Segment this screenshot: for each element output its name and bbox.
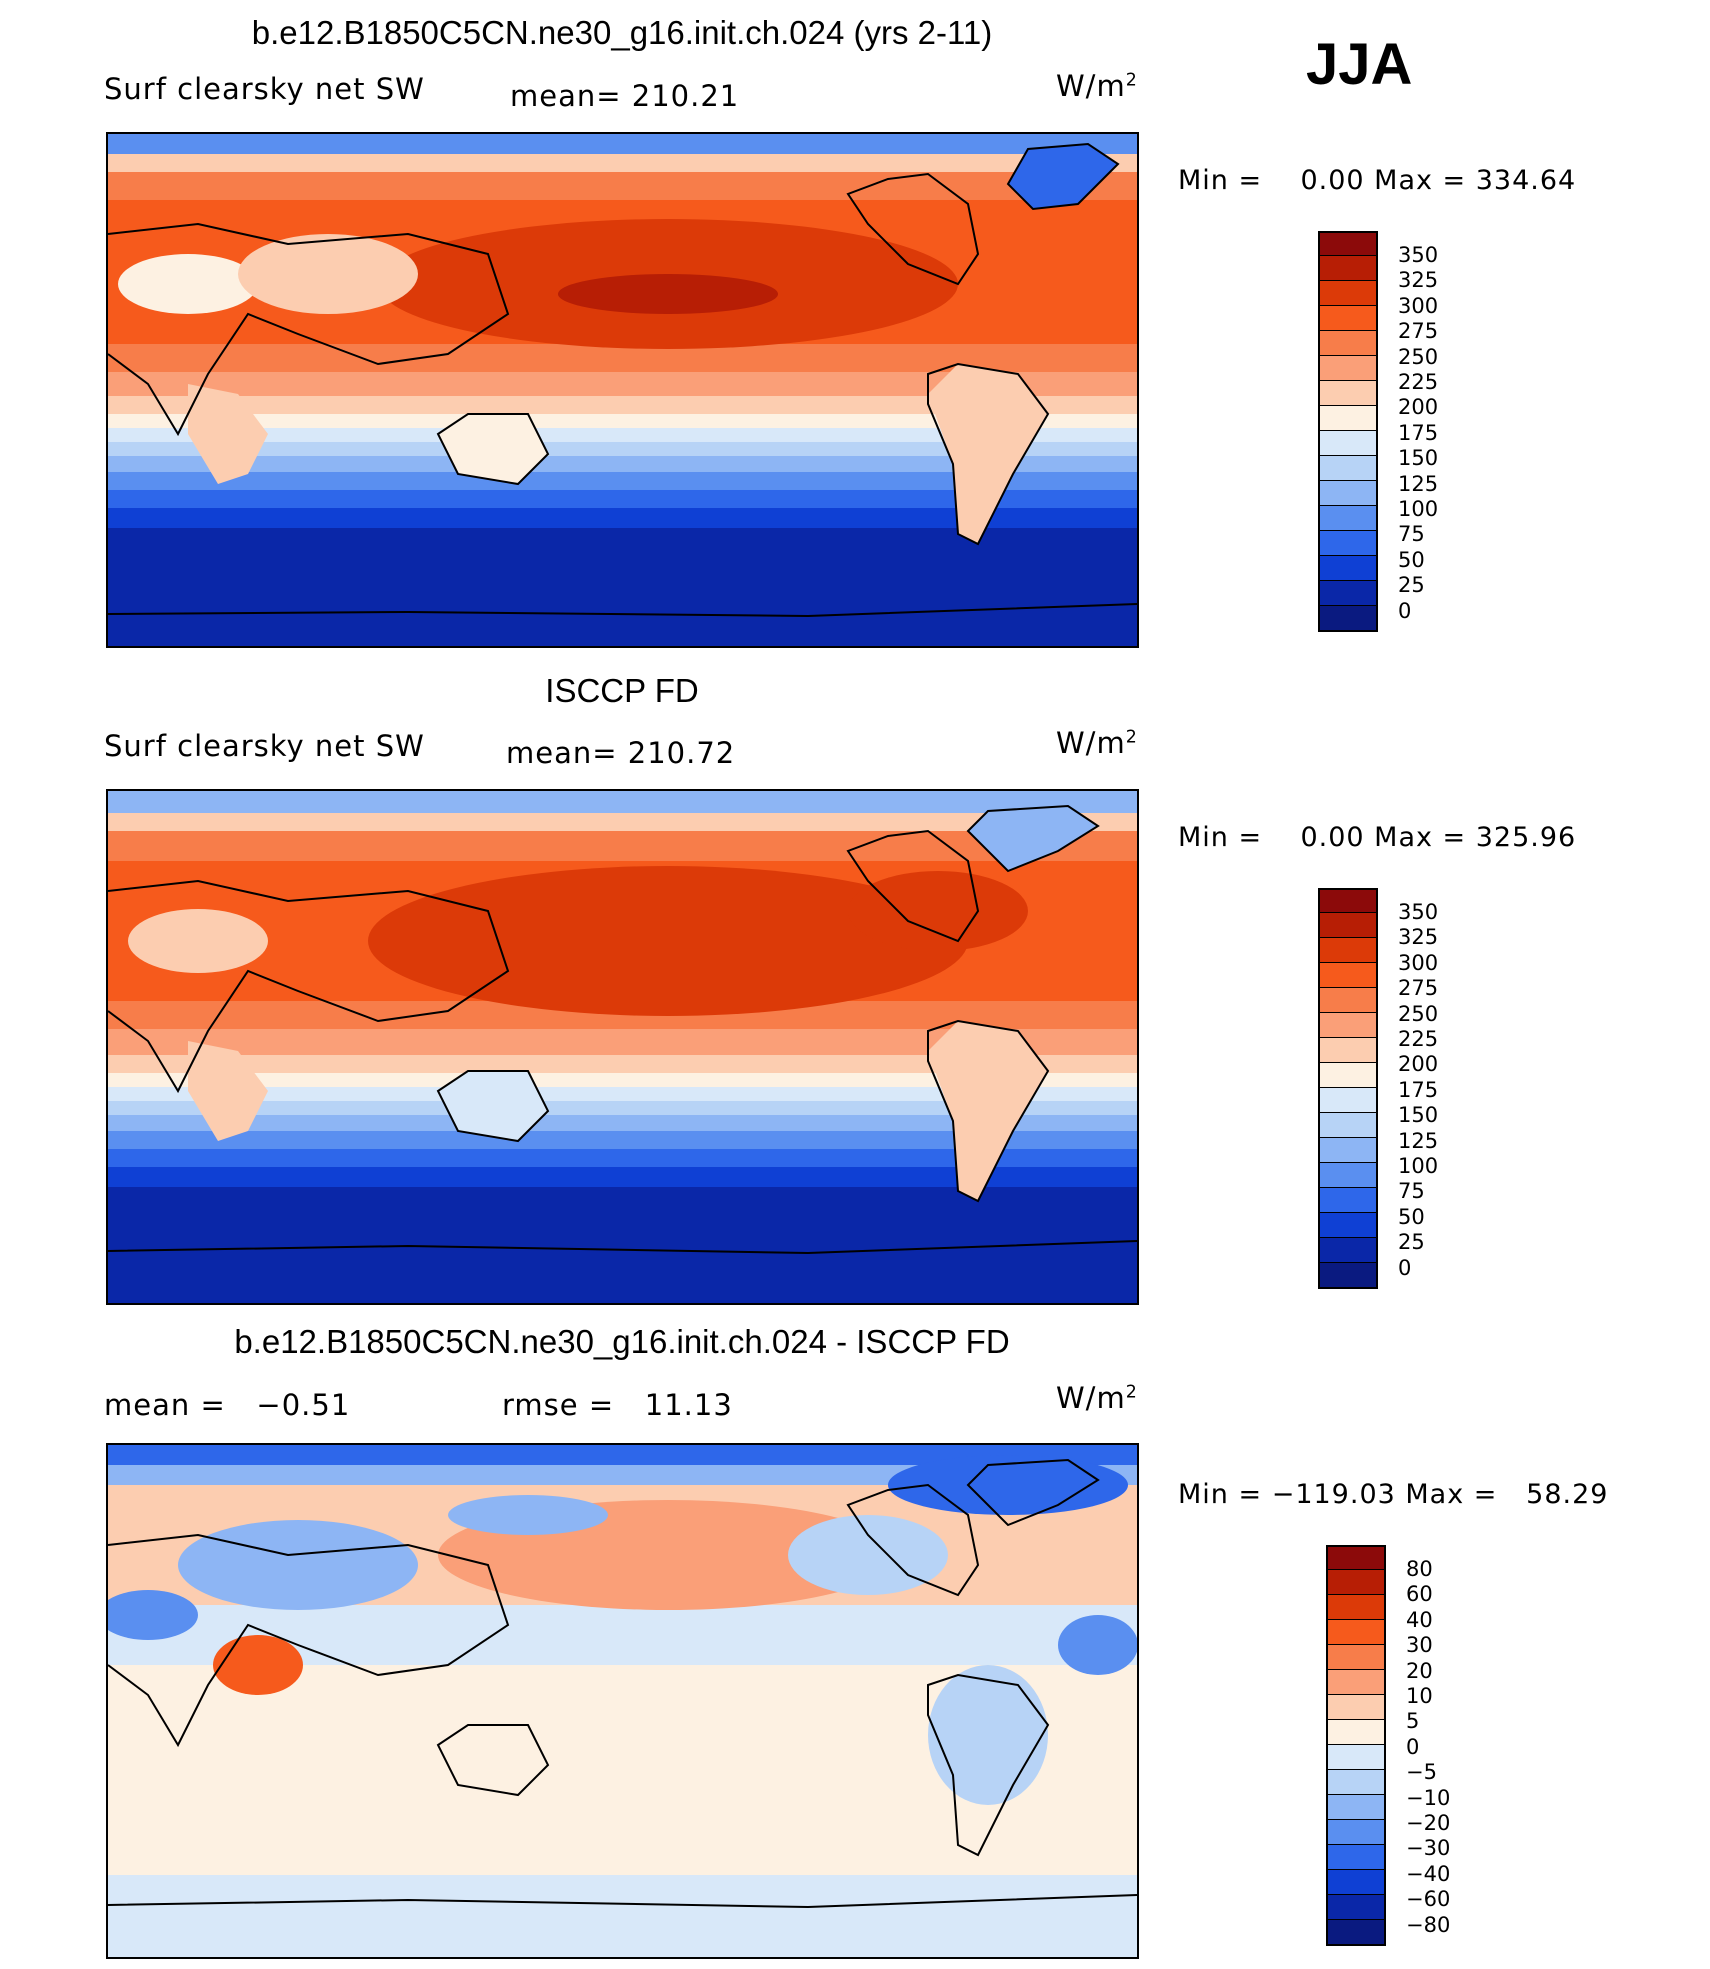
- colorbar-tick-label: 350: [1398, 900, 1439, 924]
- colorbar-tick-label: 250: [1398, 344, 1439, 369]
- panel1-title: b.e12.B1850C5CN.ne30_g16.init.ch.024 (yr…: [251, 14, 993, 51]
- colorbar-tick-label: 325: [1398, 925, 1439, 950]
- colorbar-tick-label: 250: [1398, 1001, 1439, 1026]
- colorbar-tick-label: 350: [1398, 243, 1439, 267]
- panel2-colorbar: [1318, 888, 1378, 1289]
- panel2-variable: Surf clearsky net SW: [104, 729, 425, 763]
- colorbar-tick-label: −60: [1406, 1887, 1451, 1912]
- colorbar-tick-label: 75: [1398, 522, 1425, 547]
- colorbar-tick-label: 100: [1398, 1154, 1439, 1178]
- colorbar-tick-label: −40: [1406, 1861, 1451, 1886]
- colorbar-tick-label: 60: [1406, 1582, 1433, 1607]
- season-label: JJA: [1306, 32, 1413, 97]
- colorbar-tick-label: 200: [1398, 1052, 1439, 1077]
- colorbar-tick-label: 325: [1398, 268, 1439, 293]
- colorbar-tick-label: 300: [1398, 950, 1439, 975]
- panel3-colorbar: [1326, 1545, 1386, 1946]
- colorbar-tick-label: 50: [1398, 1204, 1425, 1229]
- panel3-title: b.e12.B1850C5CN.ne30_g16.init.ch.024 - I…: [234, 1323, 1010, 1360]
- colorbar-tick-label: 10: [1406, 1684, 1433, 1708]
- colorbar-tick-label: 100: [1398, 497, 1439, 521]
- panel3-rmse: rmse = 11.13: [502, 1388, 733, 1422]
- colorbar-tick-label: 20: [1406, 1658, 1433, 1683]
- panel2-mean: mean= 210.72: [506, 736, 736, 770]
- colorbar-tick-label: −30: [1406, 1836, 1451, 1861]
- colorbar-tick-label: 30: [1406, 1633, 1433, 1658]
- colorbar-tick-label: 150: [1398, 1103, 1439, 1128]
- panel2-units: W/m2: [1056, 726, 1138, 760]
- colorbar-tick-label: 300: [1398, 293, 1439, 318]
- panel1-mean: mean= 210.21: [510, 79, 740, 113]
- panel3-minmax: Min = −119.03 Max = 58.29: [1178, 1479, 1609, 1510]
- colorbar-tick-label: 0: [1398, 598, 1412, 623]
- panel2-minmax: Min = 0.00 Max = 325.96: [1178, 822, 1577, 853]
- panel1-map: [106, 132, 1139, 648]
- colorbar-tick-label: 50: [1398, 547, 1425, 572]
- colorbar-tick-label: −20: [1406, 1811, 1451, 1835]
- colorbar-tick-label: 5: [1406, 1709, 1420, 1734]
- colorbar-tick-label: 0: [1398, 1255, 1412, 1280]
- panel2-map: [106, 789, 1139, 1305]
- colorbar-tick-label: 150: [1398, 446, 1439, 471]
- colorbar-tick-label: 0: [1406, 1734, 1420, 1759]
- panel1-units: W/m2: [1056, 69, 1138, 103]
- colorbar-tick-label: 275: [1398, 976, 1439, 1001]
- colorbar-tick-label: 275: [1398, 319, 1439, 344]
- panel2-title: ISCCP FD: [545, 672, 699, 709]
- panel1-variable: Surf clearsky net SW: [104, 72, 425, 106]
- panel3-mean: mean = −0.51: [104, 1388, 351, 1422]
- colorbar-tick-label: 40: [1406, 1607, 1433, 1632]
- colorbar-tick-label: 225: [1398, 1027, 1439, 1051]
- colorbar-tick-label: 25: [1398, 1230, 1425, 1255]
- colorbar-tick-label: 175: [1398, 420, 1439, 445]
- colorbar-tick-label: −80: [1406, 1912, 1451, 1937]
- colorbar-tick-label: 125: [1398, 471, 1439, 496]
- colorbar-tick-label: −10: [1406, 1785, 1451, 1810]
- colorbar-tick-label: 25: [1398, 573, 1425, 598]
- panel3-units: W/m2: [1056, 1381, 1138, 1415]
- colorbar-tick-label: 75: [1398, 1179, 1425, 1204]
- colorbar-tick-label: 225: [1398, 370, 1439, 394]
- colorbar-tick-label: 125: [1398, 1128, 1439, 1153]
- colorbar-tick-label: 175: [1398, 1077, 1439, 1102]
- colorbar-tick-label: 200: [1398, 395, 1439, 420]
- panel3-map: [106, 1443, 1139, 1959]
- colorbar-tick-label: −5: [1406, 1760, 1437, 1785]
- panel1-colorbar: [1318, 231, 1378, 632]
- colorbar-tick-label: 80: [1406, 1557, 1433, 1581]
- panel1-minmax: Min = 0.00 Max = 334.64: [1178, 165, 1577, 196]
